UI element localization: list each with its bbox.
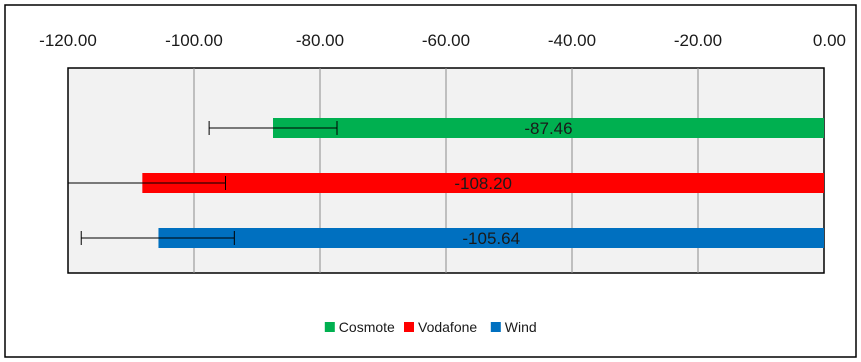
error-bars (68, 121, 338, 245)
legend-label-vodafone: Vodafone (418, 319, 477, 335)
x-tick-label: -100.00 (165, 31, 223, 50)
legend: Cosmote Vodafone Wind (324, 319, 537, 335)
bars (142, 118, 825, 248)
data-label-vodafone: -108.20 (454, 174, 512, 193)
legend-label-wind: Wind (505, 319, 537, 335)
legend-swatch-wind (490, 322, 501, 332)
legend-swatch-cosmote (324, 322, 335, 332)
data-label-cosmote: -87.46 (524, 119, 572, 138)
x-tick-label: -80.00 (296, 31, 344, 50)
bar-wind (158, 228, 824, 248)
legend-swatch-vodafone (404, 322, 414, 332)
x-tick-label: 0.00 (813, 31, 846, 50)
legend-label-cosmote: Cosmote (339, 319, 395, 335)
x-axis-tick-labels: -120.00 -100.00 -80.00 -60.00 -40.00 -20.00 0.… (39, 31, 846, 50)
x-tick-label: -120.00 (39, 31, 97, 50)
data-labels: -87.46 -108.20 -105.64 (454, 119, 572, 248)
data-label-wind: -105.64 (462, 229, 520, 248)
bar-vodafone (142, 173, 825, 193)
bar-cosmote (273, 118, 824, 138)
x-tick-label: -60.00 (422, 31, 470, 50)
x-tick-label: -20.00 (674, 31, 722, 50)
x-tick-label: -40.00 (548, 31, 596, 50)
